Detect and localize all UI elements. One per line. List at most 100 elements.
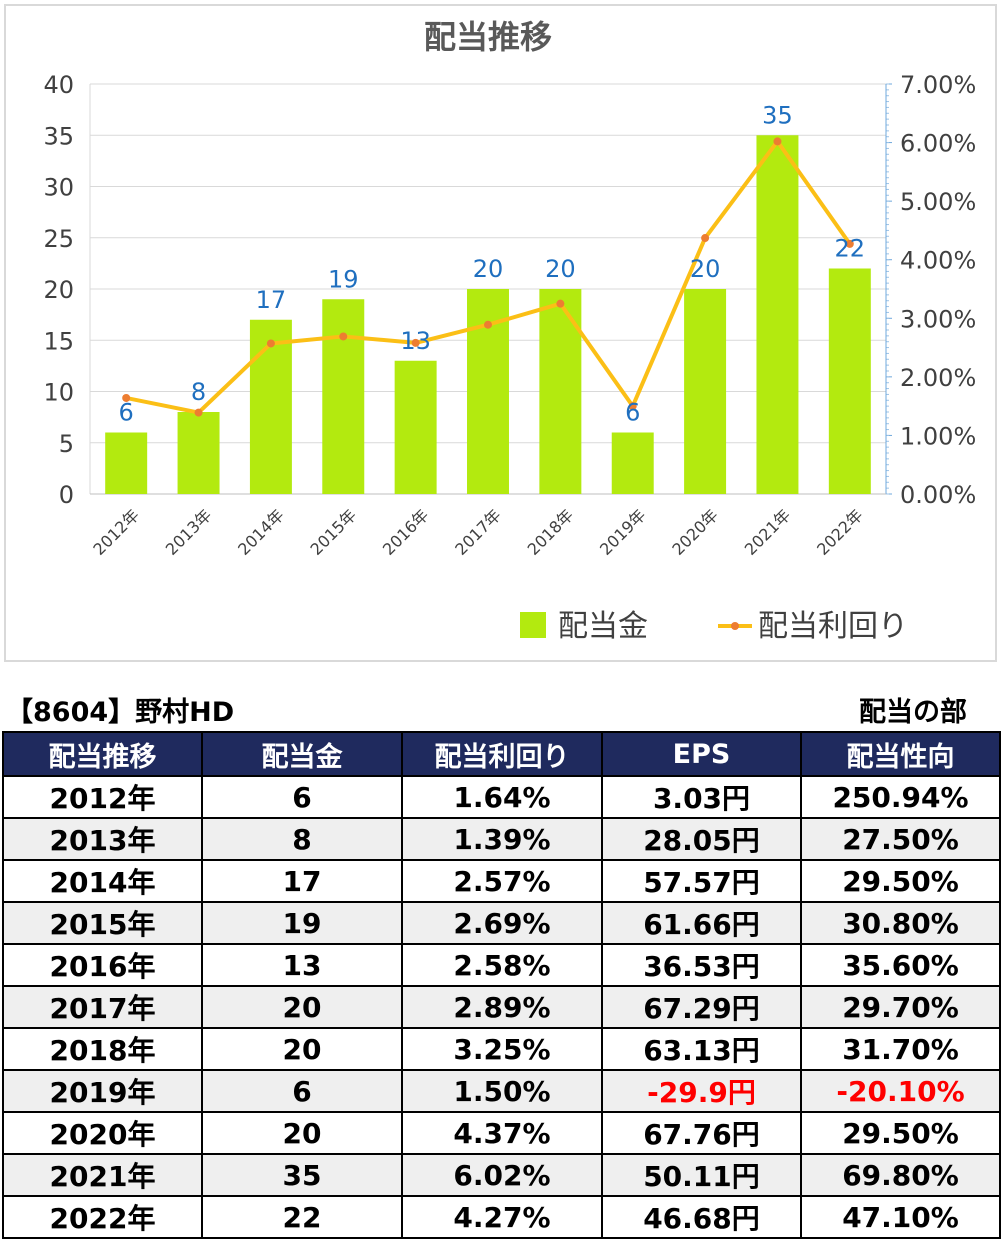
table-row: 2022年 22 4.27% 46.68円 47.10% — [2, 1195, 1001, 1239]
bar-data-label: 8 — [191, 378, 206, 406]
bar — [394, 360, 437, 494]
header-eps: EPS — [601, 731, 802, 777]
cell-eps: 63.13円 — [601, 1027, 802, 1071]
bar-data-label: 19 — [328, 265, 359, 293]
bar — [105, 432, 148, 494]
legend-label-bar: 配当金 — [558, 609, 648, 644]
table-caption-row: 【8604】野村HD 配当の部 — [0, 690, 1001, 728]
cell-yield: 2.57% — [401, 859, 603, 903]
yield-point — [701, 234, 710, 243]
bar-data-label: 6 — [625, 399, 640, 427]
header-year: 配当推移 — [2, 731, 203, 777]
y-left-tick-label: 30 — [43, 174, 74, 202]
x-tick-label: 2019年 — [596, 505, 650, 559]
y-right-tick-label: 7.00% — [900, 71, 976, 99]
y-left-tick-label: 35 — [43, 122, 74, 150]
yield-point — [266, 339, 275, 348]
table-row: 2021年 35 6.02% 50.11円 69.80% — [2, 1153, 1001, 1197]
cell-eps: 50.11円 — [601, 1153, 802, 1197]
x-tick-label: 2013年 — [162, 505, 216, 559]
cell-dividend: 35 — [201, 1153, 403, 1197]
bar-data-label: 20 — [545, 255, 576, 283]
cell-eps: 61.66円 — [601, 901, 802, 945]
cell-year: 2018年 — [2, 1027, 203, 1071]
table-row: 2017年 20 2.89% 67.29円 29.70% — [2, 985, 1001, 1029]
yield-point — [556, 299, 565, 308]
bar — [756, 135, 799, 494]
cell-year: 2019年 — [2, 1069, 203, 1113]
section-label: 配当の部 — [859, 697, 967, 728]
yield-point — [339, 332, 348, 341]
cell-yield: 6.02% — [401, 1153, 603, 1197]
header-payout: 配当性向 — [800, 731, 1001, 777]
yield-point — [628, 402, 637, 411]
bar-data-label: 17 — [256, 286, 287, 314]
yield-point — [773, 137, 782, 146]
yield-point — [484, 320, 492, 329]
bar — [539, 289, 582, 494]
bar — [177, 412, 220, 494]
cell-eps: 67.29円 — [601, 985, 802, 1029]
y-left-tick-label: 20 — [43, 276, 74, 304]
cell-payout: 30.80% — [800, 901, 1001, 945]
y-left-tick-label: 0 — [59, 481, 74, 509]
cell-payout: 47.10% — [800, 1195, 1001, 1239]
cell-eps: 57.57円 — [601, 859, 802, 903]
cell-payout: 29.50% — [800, 1111, 1001, 1155]
x-tick-label: 2022年 — [813, 505, 867, 559]
bar-data-label: 22 — [835, 235, 866, 263]
y-right-tick-label: 3.00% — [900, 305, 976, 333]
yield-point — [411, 338, 420, 347]
cell-year: 2014年 — [2, 859, 203, 903]
cell-yield: 2.89% — [401, 985, 603, 1029]
bar-data-label: 35 — [762, 101, 793, 129]
cell-year: 2013年 — [2, 817, 203, 861]
cell-yield: 3.25% — [401, 1027, 603, 1071]
cell-dividend: 20 — [201, 985, 403, 1029]
legend-label-line: 配当利回り — [758, 609, 908, 644]
table-row: 2016年 13 2.58% 36.53円 35.60% — [2, 943, 1001, 987]
y-left-tick-label: 15 — [43, 327, 74, 355]
legend-swatch-marker — [731, 622, 739, 630]
table-row: 2018年 20 3.25% 63.13円 31.70% — [2, 1027, 1001, 1071]
cell-eps: 36.53円 — [601, 943, 802, 987]
dividend-chart: 配当推移 0 5 10 15 20 25 30 35 40 0.00% 1.00% 2.00% 3.00%… — [43, 18, 976, 644]
table-row: 2019年 6 1.50% -29.9円 -20.10% — [2, 1069, 1001, 1113]
table-row: 2013年 8 1.39% 28.05円 27.50% — [2, 817, 1001, 861]
cell-payout: -20.10% — [800, 1069, 1001, 1113]
table-header-row: 配当推移 配当金 配当利回り EPS 配当性向 — [2, 731, 1001, 777]
cell-payout: 35.60% — [800, 943, 1001, 987]
cell-eps: -29.9円 — [601, 1069, 802, 1113]
cell-dividend: 22 — [201, 1195, 403, 1239]
x-tick-label: 2015年 — [307, 505, 361, 559]
cell-yield: 1.50% — [401, 1069, 603, 1113]
x-tick-label: 2016年 — [379, 505, 433, 559]
cell-year: 2016年 — [2, 943, 203, 987]
x-tick-label: 2017年 — [451, 505, 505, 559]
cell-dividend: 13 — [201, 943, 403, 987]
bar-data-label: 20 — [473, 255, 504, 283]
cell-eps: 3.03円 — [601, 775, 802, 819]
bar-data-label: 20 — [690, 255, 721, 283]
cell-dividend: 8 — [201, 817, 403, 861]
cell-eps: 46.68円 — [601, 1195, 802, 1239]
cell-payout: 29.50% — [800, 859, 1001, 903]
bar-data-label: 13 — [400, 327, 431, 355]
cell-yield: 1.64% — [401, 775, 603, 819]
cell-dividend: 20 — [201, 1111, 403, 1155]
yield-point — [194, 408, 203, 417]
x-tick-label: 2020年 — [668, 505, 722, 559]
yield-point — [845, 239, 854, 248]
bar — [684, 289, 727, 494]
bar — [611, 432, 654, 494]
cell-dividend: 6 — [201, 775, 403, 819]
cell-year: 2020年 — [2, 1111, 203, 1155]
cell-dividend: 20 — [201, 1027, 403, 1071]
cell-year: 2021年 — [2, 1153, 203, 1197]
y-right-tick-label: 0.00% — [900, 481, 976, 509]
chart-frame: 配当推移 0 5 10 15 20 25 30 35 40 0.00% 1.00% 2.00% 3.00%… — [4, 4, 997, 662]
y-left-tick-label: 25 — [43, 225, 74, 253]
company-label: 【8604】野村HD — [6, 697, 235, 728]
header-dividend: 配当金 — [201, 731, 403, 777]
bar-data-label: 6 — [119, 399, 134, 427]
